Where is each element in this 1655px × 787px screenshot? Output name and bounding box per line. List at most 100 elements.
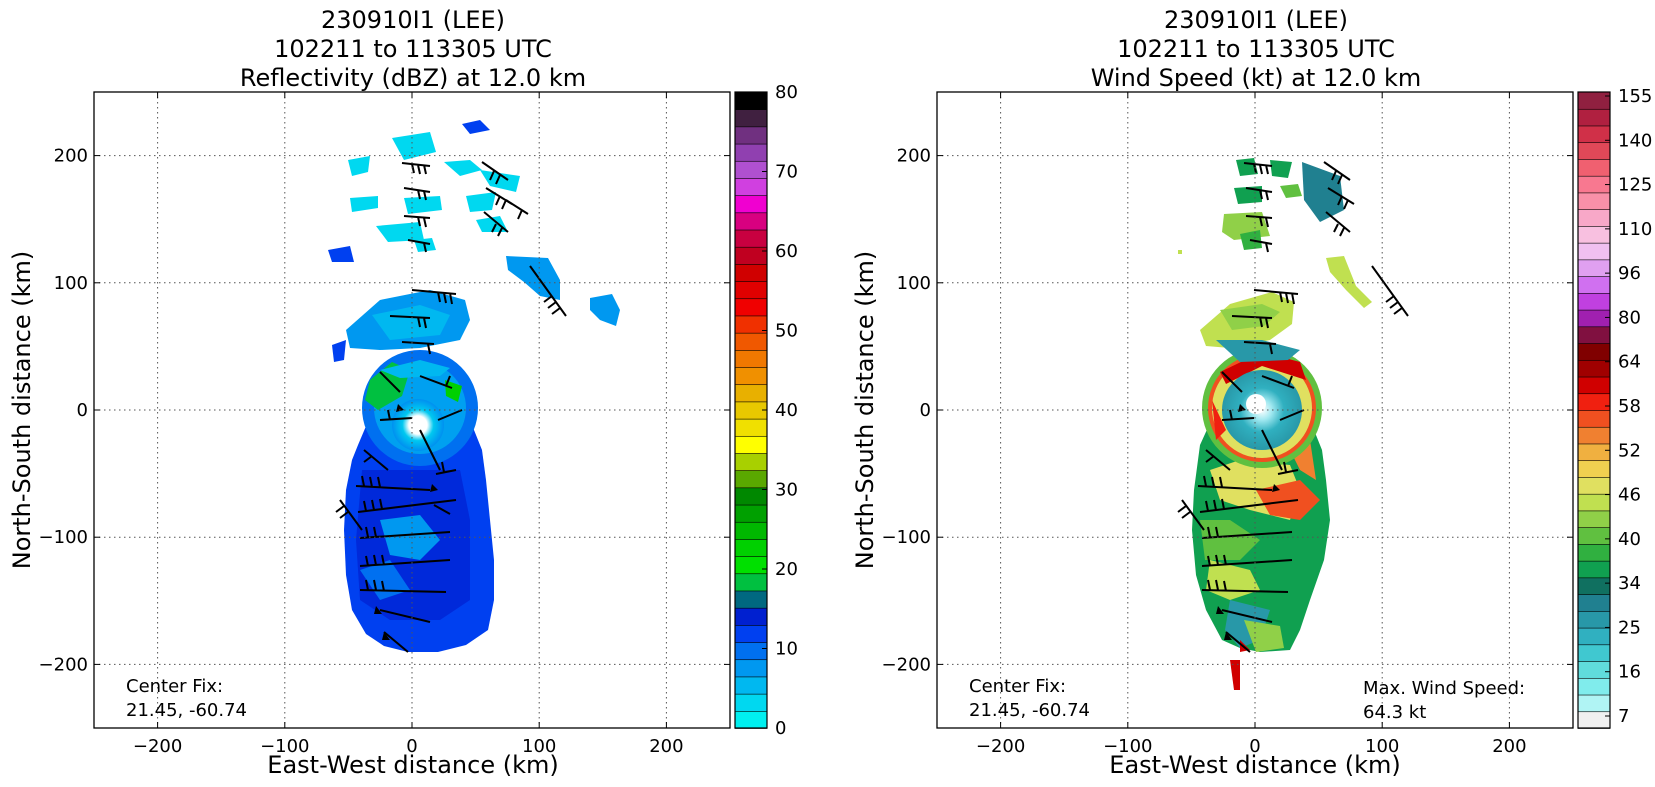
max-wind-label: Max. Wind Speed:	[1363, 678, 1525, 699]
colorbar-ticks: 0 10 20 30 40 50 60 70 80	[762, 82, 798, 739]
colorbar-tick-label: 80	[1618, 307, 1641, 328]
colorbar-tick-label: 155	[1618, 86, 1652, 107]
colorbar-segment	[734, 521, 768, 540]
x-tick-label: 200	[649, 736, 683, 757]
colorbar-segment	[734, 143, 768, 162]
colorbar-tick-label: 125	[1618, 175, 1652, 196]
colorbar-segment	[1577, 409, 1611, 428]
colorbar-segment	[734, 418, 768, 437]
colorbar-segment	[1577, 141, 1611, 160]
colorbar-segment	[1577, 309, 1611, 328]
axis-ticks: −200 −100 0 100 200 −200 −100 0 100 200	[882, 92, 1573, 757]
y-tick-label: −100	[39, 527, 88, 548]
y-tick-label: 200	[54, 146, 88, 167]
reflectivity-panel: 230910I1 (LEE) 102211 to 113305 UTC Refl…	[8, 6, 798, 779]
colorbar-segment	[1577, 710, 1611, 729]
x-tick-label: −100	[1103, 736, 1152, 757]
colorbar-segment	[734, 383, 768, 403]
colorbar-tick-label: 16	[1618, 662, 1641, 683]
colorbar-segment	[734, 487, 768, 506]
colorbar-segment	[1577, 610, 1611, 629]
colorbar-segment	[734, 710, 768, 729]
wind-barbs	[335, 161, 567, 653]
colorbar-segment	[734, 160, 768, 179]
colorbar-segment	[1577, 359, 1611, 378]
colorbar-segment	[1577, 91, 1611, 110]
y-tick-label: 200	[897, 146, 931, 167]
colorbar-segment	[1577, 543, 1611, 562]
colorbar-tick-label: 0	[775, 718, 786, 739]
x-axis-label: East-West distance (km)	[267, 751, 558, 779]
colorbar-segment	[734, 246, 768, 265]
colorbar-segment	[1577, 326, 1611, 344]
colorbar-segment	[734, 194, 768, 214]
colorbar-segment	[1577, 192, 1611, 210]
x-tick-label: 200	[1492, 736, 1526, 757]
axis-ticks: −200 −100 0 100 200 −200 −100 0 100 200	[39, 92, 730, 757]
colorbar-tick-label: 110	[1618, 219, 1652, 240]
colorbar-segment	[734, 126, 768, 145]
x-tick-label: −100	[260, 736, 309, 757]
colorbar-tick-label: 7	[1618, 706, 1629, 727]
colorbar-segment	[734, 624, 768, 643]
colorbar-segment	[1577, 342, 1611, 361]
colorbar-segment	[734, 658, 768, 678]
colorbar-segment	[1577, 443, 1611, 462]
colorbar-segment	[734, 349, 768, 368]
gridlines	[94, 92, 730, 728]
colorbar-tick-label: 64	[1618, 352, 1641, 373]
gridlines	[937, 92, 1573, 728]
colorbar-segment	[734, 263, 768, 282]
colorbar-tick-label: 58	[1618, 396, 1641, 417]
chart-title-line-1: 230910I1 (LEE)	[1164, 6, 1348, 34]
x-tick-label: 0	[406, 736, 417, 757]
colorbar-segment	[1577, 208, 1611, 227]
colorbar-tick-label: 20	[775, 559, 798, 580]
chart-title-line-2: 102211 to 113305 UTC	[274, 35, 552, 63]
y-axis-label: North-South distance (km)	[851, 251, 879, 570]
chart-title-line-1: 230910I1 (LEE)	[321, 6, 505, 34]
colorbar-segment	[734, 590, 768, 609]
x-tick-label: −200	[133, 736, 182, 757]
colorbar-segment	[734, 108, 768, 128]
colorbar-tick-label: 60	[775, 241, 798, 262]
colorbar-segment	[1577, 158, 1611, 177]
colorbar-tick-label: 10	[775, 639, 798, 660]
colorbar-segment	[734, 297, 768, 317]
y-tick-label: 100	[54, 273, 88, 294]
colorbar-segment	[734, 538, 768, 557]
colorbar-tick-label: 30	[775, 480, 798, 501]
y-tick-label: −200	[882, 654, 931, 675]
colorbar-segment	[1577, 694, 1611, 713]
colorbar-segment	[734, 332, 768, 351]
colorbar-segment	[734, 693, 768, 712]
y-axis-label: North-South distance (km)	[8, 251, 36, 570]
max-wind-value: 64.3 kt	[1363, 702, 1426, 723]
colorbar-segment	[1577, 510, 1611, 528]
colorbar-tick-label: 140	[1618, 130, 1652, 151]
center-fix-label: Center Fix:	[969, 676, 1066, 697]
colorbar-tick-label: 80	[775, 82, 798, 103]
colorbar-tick-label: 40	[775, 400, 798, 421]
barb-flags	[374, 404, 438, 640]
colorbar-segment	[1577, 392, 1611, 411]
y-tick-label: 0	[77, 400, 88, 421]
chart-title-line-2: 102211 to 113305 UTC	[1117, 35, 1395, 63]
colorbar-segment	[734, 212, 768, 231]
colorbar-segment	[734, 641, 768, 661]
colorbar-segment	[734, 91, 768, 110]
colorbar-segment	[734, 366, 768, 386]
colorbar-segment	[1577, 677, 1611, 696]
colorbar-segment	[1577, 242, 1611, 261]
colorbar-segment	[1577, 627, 1611, 646]
colorbar-segment	[1577, 476, 1611, 495]
colorbar-segment	[734, 229, 768, 248]
colorbar-segment	[734, 676, 768, 695]
colorbar-segment	[734, 607, 768, 626]
colorbar-segment	[734, 280, 768, 300]
wind-speed-panel: 230910I1 (LEE) 102211 to 113305 UTC Wind…	[851, 6, 1652, 779]
x-tick-label: 100	[1365, 736, 1399, 757]
colorbar-segment	[1577, 526, 1611, 545]
colorbar-segment	[734, 504, 768, 523]
wind-speed-field	[1178, 158, 1372, 690]
